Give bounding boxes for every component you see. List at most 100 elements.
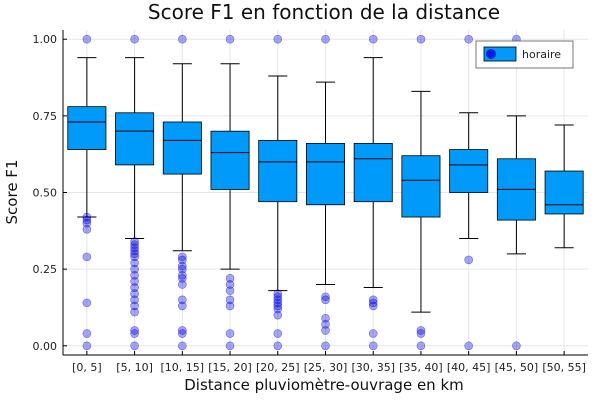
x-tick-label: [45, 50] xyxy=(495,361,539,374)
box-group xyxy=(67,34,107,351)
outlier-point xyxy=(273,295,283,305)
outlier-point xyxy=(82,215,92,225)
outlier-point xyxy=(225,295,235,305)
outlier-point xyxy=(273,304,283,314)
y-tick-label: 0.50 xyxy=(33,187,58,200)
box-group xyxy=(353,34,393,351)
outlier-point xyxy=(273,329,283,338)
iqr-box xyxy=(115,112,155,166)
outlier-point xyxy=(225,286,235,295)
outlier-point xyxy=(82,218,92,228)
outlier-point xyxy=(225,274,235,283)
outlier-point xyxy=(178,329,187,338)
outlier-point xyxy=(130,258,139,268)
outlier-point xyxy=(130,283,139,292)
outlier-point xyxy=(225,34,235,44)
box-group xyxy=(258,34,298,351)
box-group xyxy=(115,34,155,351)
outlier-point xyxy=(130,307,139,317)
outlier-point xyxy=(130,270,139,280)
x-tick-label: [30, 35] xyxy=(351,361,395,374)
x-axis-title: Distance pluviomètre-ouvrage en km xyxy=(184,376,464,394)
x-tick-label: [5, 10] xyxy=(116,361,153,374)
outlier-point xyxy=(82,329,92,338)
outlier-point xyxy=(178,341,187,351)
outlier-point xyxy=(273,301,283,311)
x-tick-label: [10, 15] xyxy=(161,361,205,374)
outlier-point xyxy=(368,34,378,44)
outlier-point xyxy=(225,301,235,311)
outlier-point xyxy=(416,341,426,351)
outlier-point xyxy=(130,240,139,249)
outlier-point xyxy=(130,246,139,256)
outlier-point xyxy=(130,341,139,351)
iqr-box xyxy=(210,130,250,190)
y-axis-title: Score F1 xyxy=(3,160,21,225)
outlier-point xyxy=(130,249,139,259)
outlier-point xyxy=(273,341,283,351)
iqr-box xyxy=(306,143,345,206)
outlier-point xyxy=(130,252,139,262)
outlier-point xyxy=(321,320,330,329)
legend-marker xyxy=(486,49,496,59)
y-tick-label: 0.25 xyxy=(33,263,58,276)
outlier-point xyxy=(178,255,187,265)
outlier-point xyxy=(273,298,283,308)
outlier-point xyxy=(225,341,235,351)
outlier-point xyxy=(130,301,139,311)
outlier-point xyxy=(416,34,426,44)
outlier-point xyxy=(273,292,283,302)
iqr-box xyxy=(67,106,107,150)
outlier-point xyxy=(416,326,426,335)
outlier-point xyxy=(130,329,139,338)
x-tick-label: [20, 25] xyxy=(256,361,300,374)
outlier-point xyxy=(130,243,139,252)
outlier-point xyxy=(368,298,378,308)
x-tick-label: [0, 5] xyxy=(72,361,102,374)
box-group xyxy=(449,34,489,351)
outlier-point xyxy=(273,310,283,320)
outlier-point xyxy=(178,280,187,289)
outlier-point xyxy=(321,341,330,351)
iqr-box xyxy=(162,121,202,175)
outlier-point xyxy=(368,329,378,338)
outlier-point xyxy=(82,252,92,262)
box-group xyxy=(401,34,441,351)
outlier-point xyxy=(82,34,92,44)
outlier-point xyxy=(225,280,235,289)
outlier-point xyxy=(225,329,235,338)
outlier-point xyxy=(82,341,92,351)
iqr-box xyxy=(401,155,441,218)
iqr-box xyxy=(449,149,489,193)
outlier-point xyxy=(130,264,139,274)
outlier-point xyxy=(178,295,187,305)
outlier-point xyxy=(368,301,378,311)
legend-label: horaire xyxy=(522,48,561,61)
outlier-point xyxy=(82,224,92,234)
outlier-point xyxy=(130,34,139,44)
legend: horaire xyxy=(475,40,574,69)
x-tick-label: [35, 40] xyxy=(399,361,443,374)
outlier-point xyxy=(321,295,330,305)
box-group xyxy=(210,34,250,351)
outlier-point xyxy=(273,289,283,298)
box-layer xyxy=(67,34,584,351)
outlier-point xyxy=(82,212,92,222)
outlier-point xyxy=(178,261,187,271)
outlier-point xyxy=(178,34,187,44)
iqr-box xyxy=(353,143,393,203)
x-tick-label: [15, 20] xyxy=(208,361,252,374)
box-group xyxy=(544,124,584,249)
x-tick-label: [40, 45] xyxy=(447,361,491,374)
outlier-point xyxy=(178,252,187,262)
y-tick-label: 1.00 xyxy=(33,33,58,46)
iqr-box xyxy=(258,139,298,203)
outlier-point xyxy=(321,313,330,323)
outlier-point xyxy=(130,295,139,305)
outlier-point xyxy=(130,326,139,335)
outlier-point xyxy=(178,264,187,274)
box-group xyxy=(306,34,345,351)
x-tick-label: [25, 30] xyxy=(304,361,348,374)
outlier-point xyxy=(321,326,330,335)
